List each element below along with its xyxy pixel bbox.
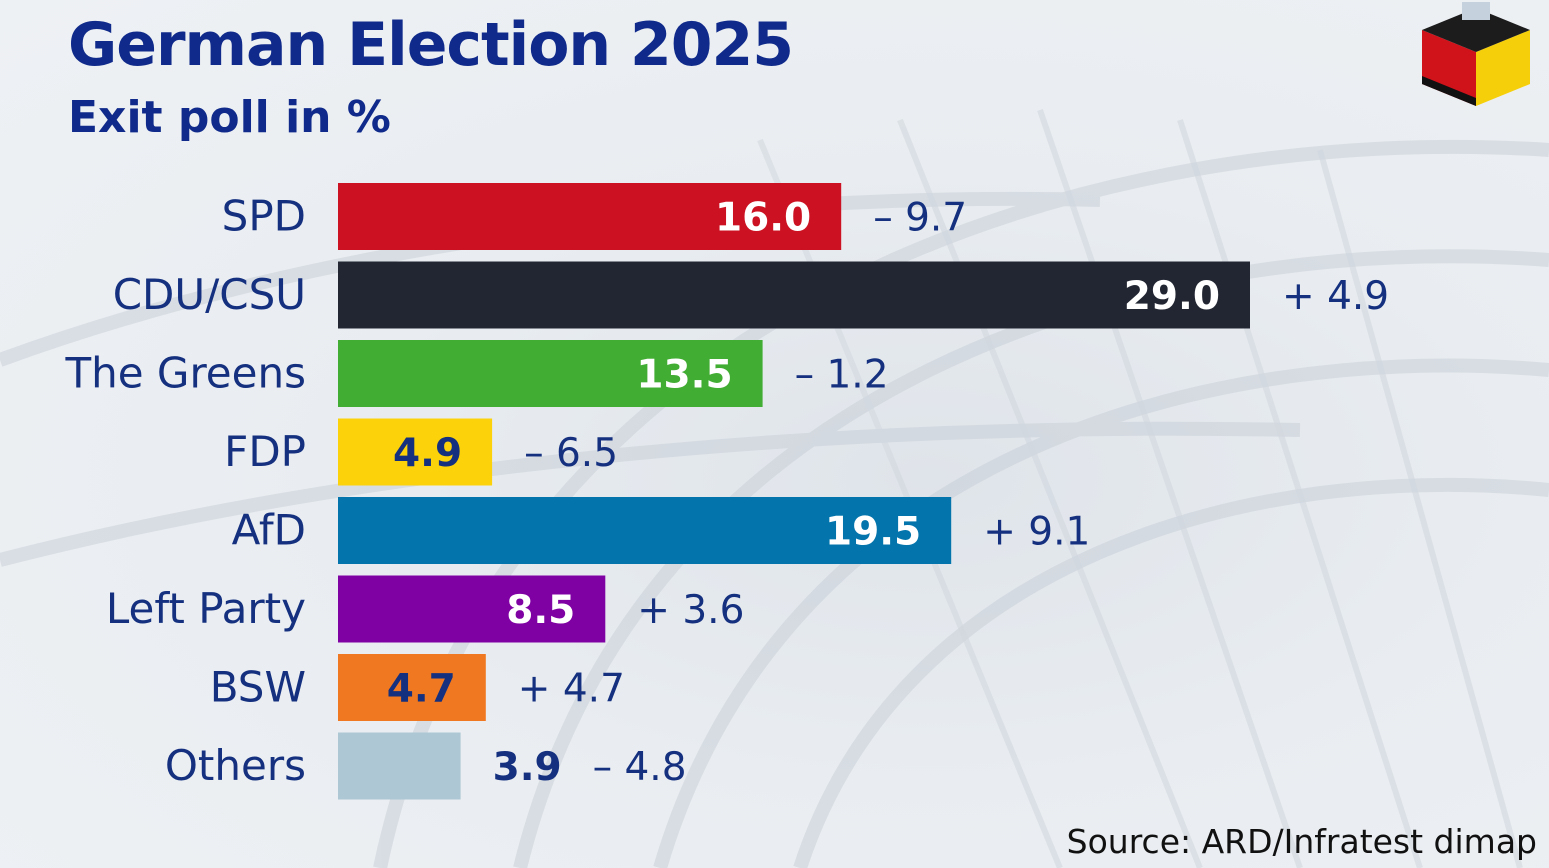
value-label: 8.5 [506, 588, 575, 633]
bar [338, 183, 842, 250]
change-label: – 1.2 [795, 353, 889, 398]
bar [338, 261, 1250, 329]
chart-subtitle: Exit poll in % [68, 92, 391, 143]
bar [338, 340, 763, 407]
category-label: FDP [224, 427, 306, 476]
bar [338, 654, 486, 721]
category-label: CDU/CSU [113, 270, 306, 319]
change-label: + 4.7 [518, 667, 625, 712]
category-label: BSW [210, 663, 306, 712]
value-label: 3.9 [493, 745, 562, 790]
bar [338, 418, 493, 486]
category-label: The Greens [64, 349, 306, 398]
category-label: Left Party [106, 584, 306, 633]
value-label: 19.5 [825, 510, 921, 555]
bar [338, 732, 461, 800]
change-label: – 4.8 [593, 745, 687, 790]
value-label: 4.9 [393, 431, 462, 476]
category-label: Others [165, 741, 306, 790]
value-label: 4.7 [387, 667, 456, 712]
change-label: + 4.9 [1282, 274, 1389, 319]
category-label: AfD [232, 506, 306, 555]
category-label: SPD [222, 192, 306, 241]
change-label: – 6.5 [524, 431, 618, 476]
chart-title: German Election 2025 [68, 10, 794, 80]
value-label: 29.0 [1124, 274, 1220, 319]
bar [338, 575, 606, 643]
source-note: Source: ARD/Infratest dimap [1066, 822, 1537, 861]
change-label: + 3.6 [637, 588, 744, 633]
change-label: + 9.1 [983, 510, 1090, 555]
value-label: 16.0 [715, 196, 811, 241]
ballot-box-logo [1422, 2, 1530, 106]
value-label: 13.5 [636, 353, 732, 398]
change-label: – 9.7 [873, 196, 967, 241]
bar [338, 497, 952, 564]
